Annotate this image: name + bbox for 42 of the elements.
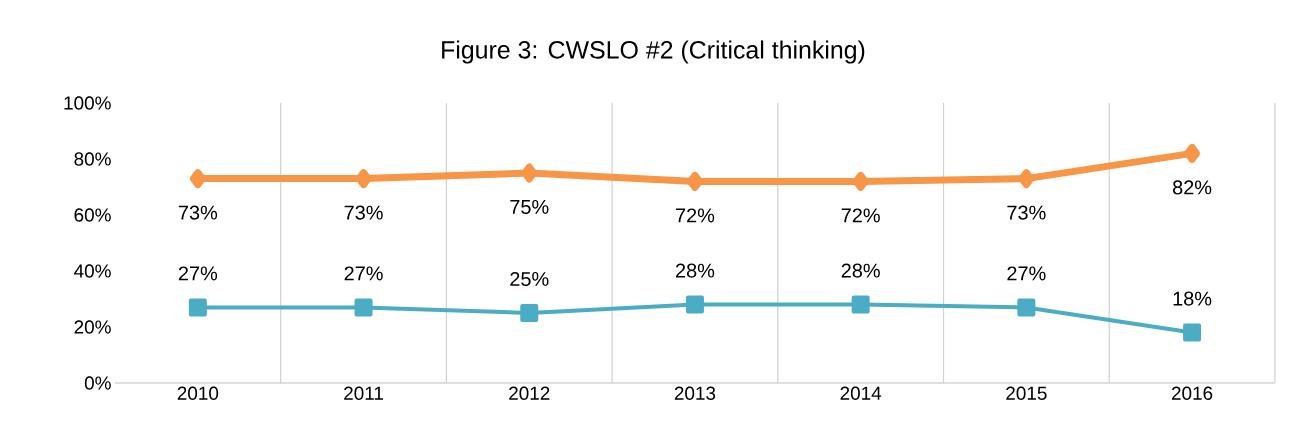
y-tick-label: 40%: [74, 264, 111, 278]
point: [1017, 298, 1036, 317]
x-tick-label: 2011: [344, 386, 383, 400]
data-label: 82%: [1172, 180, 1212, 195]
point: [521, 163, 538, 183]
data-label: 28%: [841, 263, 880, 278]
data-label: 27%: [344, 266, 383, 281]
point: [520, 304, 539, 322]
x-tick-label: 2015: [1006, 386, 1047, 400]
data-label: 25%: [510, 271, 549, 287]
y-tick-label: 0%: [84, 376, 111, 390]
data-label: 28%: [676, 263, 715, 278]
data-label: 27%: [1007, 266, 1046, 281]
point: [1183, 323, 1202, 342]
point: [189, 169, 206, 189]
x-tick-label: 2014: [840, 386, 882, 400]
chart-title: Figure 3: CWSLO #2 (Critical thinking): [442, 40, 865, 64]
y-tick-label: 100%: [64, 96, 111, 110]
point: [685, 295, 704, 314]
data-label: 18%: [1173, 291, 1212, 306]
data-label: 75%: [510, 199, 549, 214]
x-tick-label: 2012: [509, 386, 550, 400]
point: [851, 295, 870, 314]
point: [354, 298, 373, 317]
point: [355, 169, 372, 189]
point: [686, 171, 703, 191]
point: [852, 171, 869, 191]
data-label: 73%: [178, 205, 218, 220]
data-label: 27%: [178, 266, 218, 281]
data-label: 73%: [1007, 205, 1046, 220]
point: [188, 298, 207, 317]
x-tick-label: 2010: [177, 386, 219, 400]
data-label: 72%: [676, 208, 715, 223]
data-label: 73%: [344, 205, 383, 220]
y-tick-label: 20%: [74, 320, 111, 334]
x-tick-label: 2013: [674, 386, 716, 400]
y-tick-label: 80%: [74, 152, 111, 166]
point: [1184, 143, 1201, 163]
data-label: 72%: [841, 208, 880, 223]
point: [1018, 169, 1035, 189]
y-tick-label: 60%: [74, 208, 111, 222]
x-tick-label: 2016: [1171, 386, 1213, 400]
